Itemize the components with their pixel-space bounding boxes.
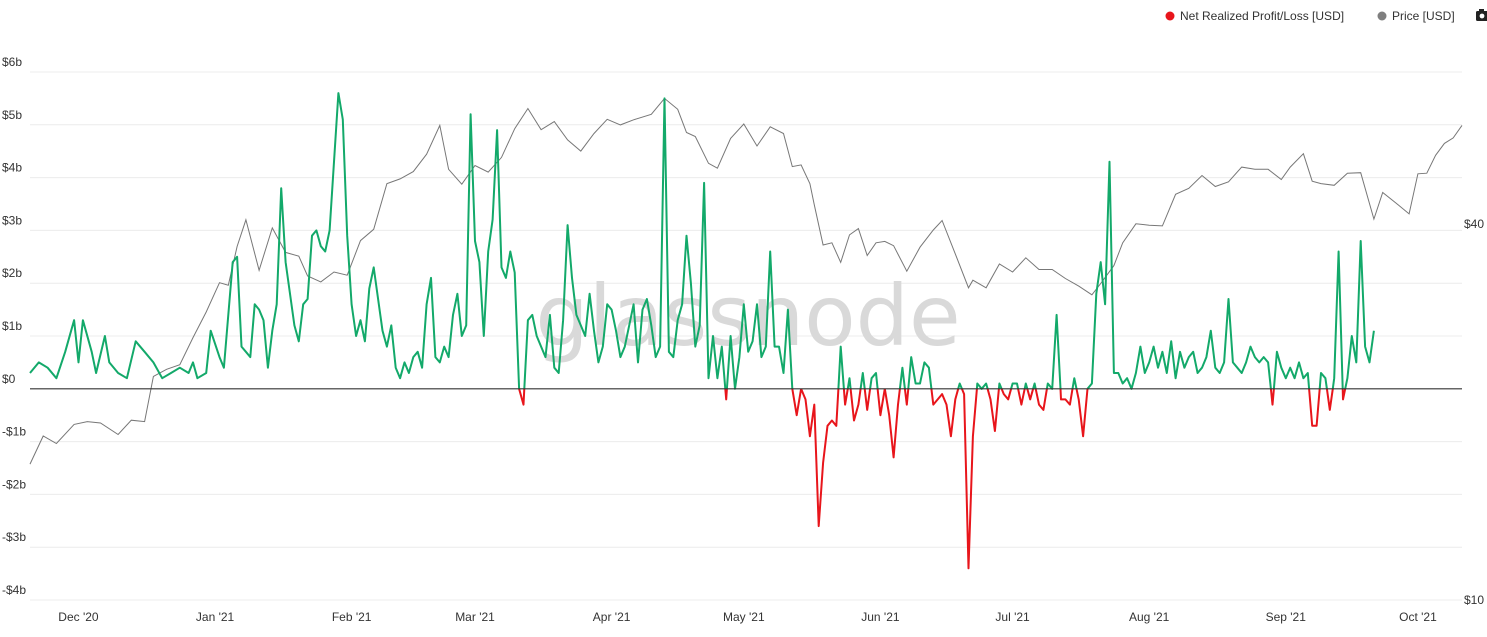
x-tick-label: Apr '21 [593, 610, 631, 624]
series-line-nrpl-loss [724, 388, 728, 401]
series-line-nrpl-profit [975, 382, 989, 390]
x-tick-label: Sep '21 [1266, 610, 1307, 624]
y-left-tick-label: -$4b [2, 583, 26, 597]
series-line-nrpl-loss [849, 388, 862, 422]
series-line-nrpl-profit [859, 372, 866, 389]
y-left-tick-label: $3b [2, 213, 22, 227]
series-line-nrpl-loss [1325, 388, 1334, 411]
x-tick-label: Aug '21 [1129, 610, 1170, 624]
series-line-nrpl-profit [725, 250, 794, 390]
y-left-tick-label: $4b [2, 161, 22, 175]
series-line-nrpl-loss [791, 388, 803, 417]
camera-lens [1479, 13, 1485, 19]
x-tick-label: Jul '21 [995, 610, 1030, 624]
series-line-nrpl-profit [1023, 382, 1029, 390]
series-line-nrpl-loss [960, 388, 978, 570]
series-line-nrpl-profit [1272, 350, 1311, 389]
y-left-tick-label: $1b [2, 319, 22, 333]
legend-label-price: Price [USD] [1392, 9, 1455, 23]
legend-marker-nrpl [1165, 11, 1175, 21]
x-tick-label: Mar '21 [455, 610, 495, 624]
series-line-nrpl-profit [1032, 382, 1037, 390]
y-left-tick-label: $6b [2, 55, 22, 69]
series-line-nrpl-loss [1269, 388, 1275, 406]
y-left-tick-label: -$1b [2, 425, 26, 439]
y-right-tick-label: $40 [1464, 217, 1484, 231]
series-line-nrpl-loss [1308, 388, 1321, 427]
series-line-nrpl-loss [863, 388, 872, 411]
legend[interactable]: Net Realized Profit/Loss [USD] Price [US… [1165, 9, 1455, 23]
series-line-nrpl-profit [523, 97, 727, 389]
series-line-nrpl-loss [800, 388, 840, 528]
series-line-nrpl-profit [29, 92, 521, 389]
x-tick-label: Oct '21 [1399, 610, 1437, 624]
x-tick-label: Dec '20 [58, 610, 99, 624]
series-line-nrpl-profit [1071, 377, 1078, 390]
series-line-nrpl-loss [1000, 388, 1013, 401]
camera-top [1479, 9, 1484, 12]
series-line-nrpl-profit [1045, 313, 1062, 390]
series-line-nrpl-profit [957, 382, 963, 390]
y-left-tick-label: $2b [2, 266, 22, 280]
series-line-nrpl-loss [842, 388, 849, 406]
series-line-nrpl-loss [883, 388, 901, 459]
series-line-nrpl-loss [1341, 388, 1347, 401]
series-line-nrpl-loss [1059, 388, 1074, 406]
y-left-tick-label: -$2b [2, 477, 26, 491]
y-right-tick-label: $10 [1464, 593, 1484, 607]
legend-item-price[interactable]: Price [USD] [1377, 9, 1455, 23]
series-line-nrpl-profit [1331, 250, 1344, 389]
series-line-nrpl-loss [903, 388, 910, 406]
series-line-nrpl-profit [1318, 372, 1328, 389]
series-layer [29, 92, 1463, 570]
series-line-nrpl-loss [876, 388, 886, 417]
x-tick-label: Jun '21 [861, 610, 900, 624]
series-line-nrpl-loss [1075, 388, 1089, 438]
x-tick-label: Feb '21 [332, 610, 372, 624]
series-line-nrpl-profit [1010, 382, 1020, 390]
series-line-nrpl-loss [1017, 388, 1026, 406]
camera-icon[interactable] [1476, 9, 1487, 21]
series-line-nrpl-profit [997, 382, 1003, 390]
legend-label-nrpl: Net Realized Profit/Loss [USD] [1180, 9, 1344, 23]
y-left-tick-label: $0 [2, 372, 16, 386]
series-line-nrpl-profit [1344, 240, 1375, 390]
series-line-nrpl-profit [869, 372, 879, 389]
series-line-nrpl-loss [1026, 388, 1035, 401]
series-line-nrpl-loss [518, 388, 526, 406]
x-tick-label: May '21 [723, 610, 765, 624]
series-line-nrpl-loss [930, 388, 960, 438]
series-line-nrpl-profit [898, 366, 906, 389]
axis-labels: $6b $5b $4b $3b $2b $1b $0 -$1b -$2b -$3b -$4b $40 $… [2, 55, 1484, 624]
legend-marker-price [1377, 11, 1387, 21]
series-line-nrpl-profit [1086, 160, 1272, 390]
y-left-tick-label: -$3b [2, 530, 26, 544]
y-left-tick-label: $5b [2, 108, 22, 122]
legend-item-nrpl[interactable]: Net Realized Profit/Loss [USD] [1165, 9, 1345, 23]
series-line-nrpl-profit [907, 356, 933, 389]
series-line-nrpl-loss [1034, 388, 1048, 411]
x-tick-label: Jan '21 [196, 610, 235, 624]
series-line-nrpl-loss [986, 388, 1000, 432]
series-line-nrpl-profit [846, 377, 852, 389]
series-line-nrpl-profit [837, 345, 845, 389]
